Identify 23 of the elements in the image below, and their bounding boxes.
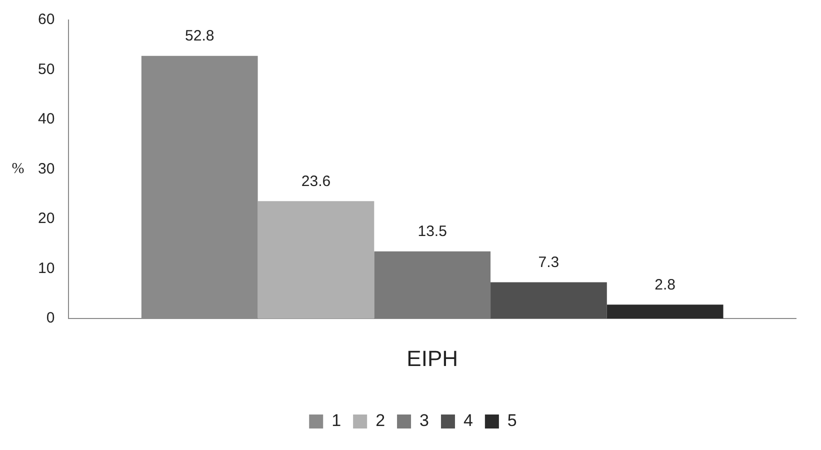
y-tick-label: 10 [38, 260, 55, 277]
bar [490, 282, 607, 319]
data-label: 13.5 [418, 223, 447, 240]
y-tick-label: 30 [38, 160, 55, 178]
y-tick-label: 60 [38, 11, 55, 28]
y-tick-label: 50 [38, 60, 55, 78]
bar [606, 304, 724, 319]
data-label: 7.3 [538, 254, 560, 271]
legend-label: 3 [420, 411, 429, 430]
data-label: 52.8 [185, 27, 214, 44]
data-label: 23.6 [301, 172, 331, 190]
y-tick-label: 0 [46, 310, 55, 327]
legend-label: 4 [463, 411, 473, 430]
bar [258, 201, 374, 319]
legend-label: 5 [507, 411, 517, 430]
x-tick-label: EIPH [406, 346, 458, 371]
y-axis-title: % [12, 161, 24, 178]
data-label: 2.8 [654, 276, 676, 294]
legend-label: 2 [376, 411, 386, 430]
legend-label: 1 [332, 411, 342, 430]
bar [374, 251, 491, 319]
y-tick-label: 40 [38, 110, 55, 128]
y-tick-label: 20 [38, 210, 55, 228]
